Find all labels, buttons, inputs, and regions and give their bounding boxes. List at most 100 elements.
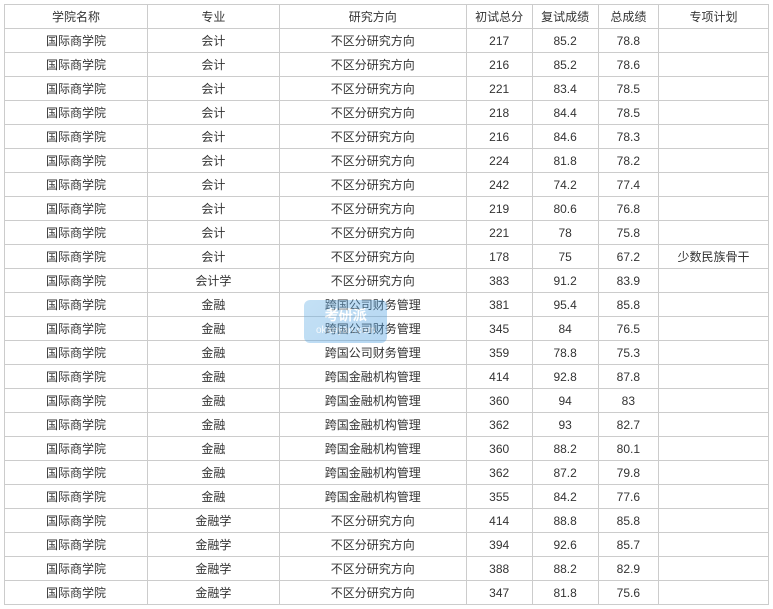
table-cell: 80.6 xyxy=(532,197,598,221)
header-major: 专业 xyxy=(147,5,279,29)
table-cell: 92.6 xyxy=(532,533,598,557)
table-cell: 362 xyxy=(466,413,532,437)
table-cell: 国际商学院 xyxy=(5,581,148,605)
header-direction: 研究方向 xyxy=(279,5,466,29)
table-row: 国际商学院金融跨国金融机构管理3629382.7 xyxy=(5,413,769,437)
table-cell: 金融 xyxy=(147,413,279,437)
table-cell: 国际商学院 xyxy=(5,149,148,173)
table-cell: 217 xyxy=(466,29,532,53)
table-cell: 国际商学院 xyxy=(5,485,148,509)
table-cell: 不区分研究方向 xyxy=(279,149,466,173)
table-cell: 国际商学院 xyxy=(5,533,148,557)
table-cell: 跨国公司财务管理 xyxy=(279,341,466,365)
table-cell: 224 xyxy=(466,149,532,173)
table-cell: 78.6 xyxy=(598,53,658,77)
table-row: 国际商学院金融跨国公司财务管理38195.485.8 xyxy=(5,293,769,317)
table-cell: 国际商学院 xyxy=(5,557,148,581)
table-cell xyxy=(659,389,769,413)
table-cell xyxy=(659,509,769,533)
table-cell: 会计 xyxy=(147,77,279,101)
table-cell xyxy=(659,77,769,101)
table-cell: 83.4 xyxy=(532,77,598,101)
table-cell: 会计 xyxy=(147,29,279,53)
table-cell xyxy=(659,149,769,173)
table-cell: 不区分研究方向 xyxy=(279,557,466,581)
table-header-row: 学院名称 专业 研究方向 初试总分 复试成绩 总成绩 专项计划 xyxy=(5,5,769,29)
table-cell: 94 xyxy=(532,389,598,413)
table-cell: 74.2 xyxy=(532,173,598,197)
table-row: 国际商学院会计不区分研究方向21980.676.8 xyxy=(5,197,769,221)
table-cell: 不区分研究方向 xyxy=(279,245,466,269)
table-cell: 78.8 xyxy=(598,29,658,53)
table-row: 国际商学院会计学不区分研究方向38391.283.9 xyxy=(5,269,769,293)
table-cell: 国际商学院 xyxy=(5,29,148,53)
table-cell: 85.2 xyxy=(532,29,598,53)
table-cell: 78.2 xyxy=(598,149,658,173)
table-row: 国际商学院会计不区分研究方向1787567.2少数民族骨干 xyxy=(5,245,769,269)
table-cell: 会计 xyxy=(147,197,279,221)
table-cell: 金融 xyxy=(147,317,279,341)
table-row: 国际商学院会计不区分研究方向22183.478.5 xyxy=(5,77,769,101)
table-cell: 88.2 xyxy=(532,557,598,581)
table-cell: 跨国金融机构管理 xyxy=(279,437,466,461)
table-cell: 87.8 xyxy=(598,365,658,389)
table-cell: 84.2 xyxy=(532,485,598,509)
table-cell: 跨国金融机构管理 xyxy=(279,365,466,389)
table-row: 国际商学院金融学不区分研究方向41488.885.8 xyxy=(5,509,769,533)
table-cell xyxy=(659,317,769,341)
table-cell: 国际商学院 xyxy=(5,413,148,437)
table-cell: 国际商学院 xyxy=(5,53,148,77)
table-cell: 金融 xyxy=(147,389,279,413)
table-row: 国际商学院金融跨国金融机构管理36287.279.8 xyxy=(5,461,769,485)
table-cell: 355 xyxy=(466,485,532,509)
table-cell: 83.9 xyxy=(598,269,658,293)
table-cell: 77.6 xyxy=(598,485,658,509)
table-cell: 77.4 xyxy=(598,173,658,197)
table-cell: 金融学 xyxy=(147,533,279,557)
table-row: 国际商学院会计不区分研究方向21684.678.3 xyxy=(5,125,769,149)
table-cell: 国际商学院 xyxy=(5,221,148,245)
table-cell: 360 xyxy=(466,389,532,413)
table-row: 国际商学院金融跨国金融机构管理36088.280.1 xyxy=(5,437,769,461)
table-cell: 88.8 xyxy=(532,509,598,533)
table-cell xyxy=(659,53,769,77)
table-cell: 国际商学院 xyxy=(5,509,148,533)
table-cell: 76.5 xyxy=(598,317,658,341)
table-cell: 81.8 xyxy=(532,149,598,173)
table-cell: 79.8 xyxy=(598,461,658,485)
table-cell: 80.1 xyxy=(598,437,658,461)
table-body: 国际商学院会计不区分研究方向21785.278.8国际商学院会计不区分研究方向2… xyxy=(5,29,769,605)
table-cell: 国际商学院 xyxy=(5,317,148,341)
table-cell: 85.8 xyxy=(598,293,658,317)
table-cell: 67.2 xyxy=(598,245,658,269)
table-cell: 不区分研究方向 xyxy=(279,101,466,125)
table-cell: 394 xyxy=(466,533,532,557)
table-cell: 414 xyxy=(466,365,532,389)
table-cell: 不区分研究方向 xyxy=(279,197,466,221)
table-cell: 221 xyxy=(466,77,532,101)
table-cell xyxy=(659,437,769,461)
table-cell: 75 xyxy=(532,245,598,269)
table-cell: 75.3 xyxy=(598,341,658,365)
table-cell: 会计 xyxy=(147,245,279,269)
table-cell: 78.5 xyxy=(598,77,658,101)
table-row: 国际商学院会计不区分研究方向21685.278.6 xyxy=(5,53,769,77)
table-cell: 会计 xyxy=(147,125,279,149)
table-row: 国际商学院金融学不区分研究方向38888.282.9 xyxy=(5,557,769,581)
table-cell: 国际商学院 xyxy=(5,125,148,149)
table-cell xyxy=(659,197,769,221)
table-cell: 不区分研究方向 xyxy=(279,533,466,557)
table-cell xyxy=(659,269,769,293)
table-row: 国际商学院金融跨国金融机构管理3609483 xyxy=(5,389,769,413)
table-row: 国际商学院金融学不区分研究方向34781.875.6 xyxy=(5,581,769,605)
table-cell: 金融学 xyxy=(147,581,279,605)
table-cell: 78.5 xyxy=(598,101,658,125)
table-cell: 不区分研究方向 xyxy=(279,125,466,149)
table-cell: 国际商学院 xyxy=(5,389,148,413)
table-cell xyxy=(659,341,769,365)
table-cell: 金融 xyxy=(147,461,279,485)
table-cell: 347 xyxy=(466,581,532,605)
table-cell: 360 xyxy=(466,437,532,461)
table-cell: 金融学 xyxy=(147,557,279,581)
table-cell: 跨国金融机构管理 xyxy=(279,389,466,413)
